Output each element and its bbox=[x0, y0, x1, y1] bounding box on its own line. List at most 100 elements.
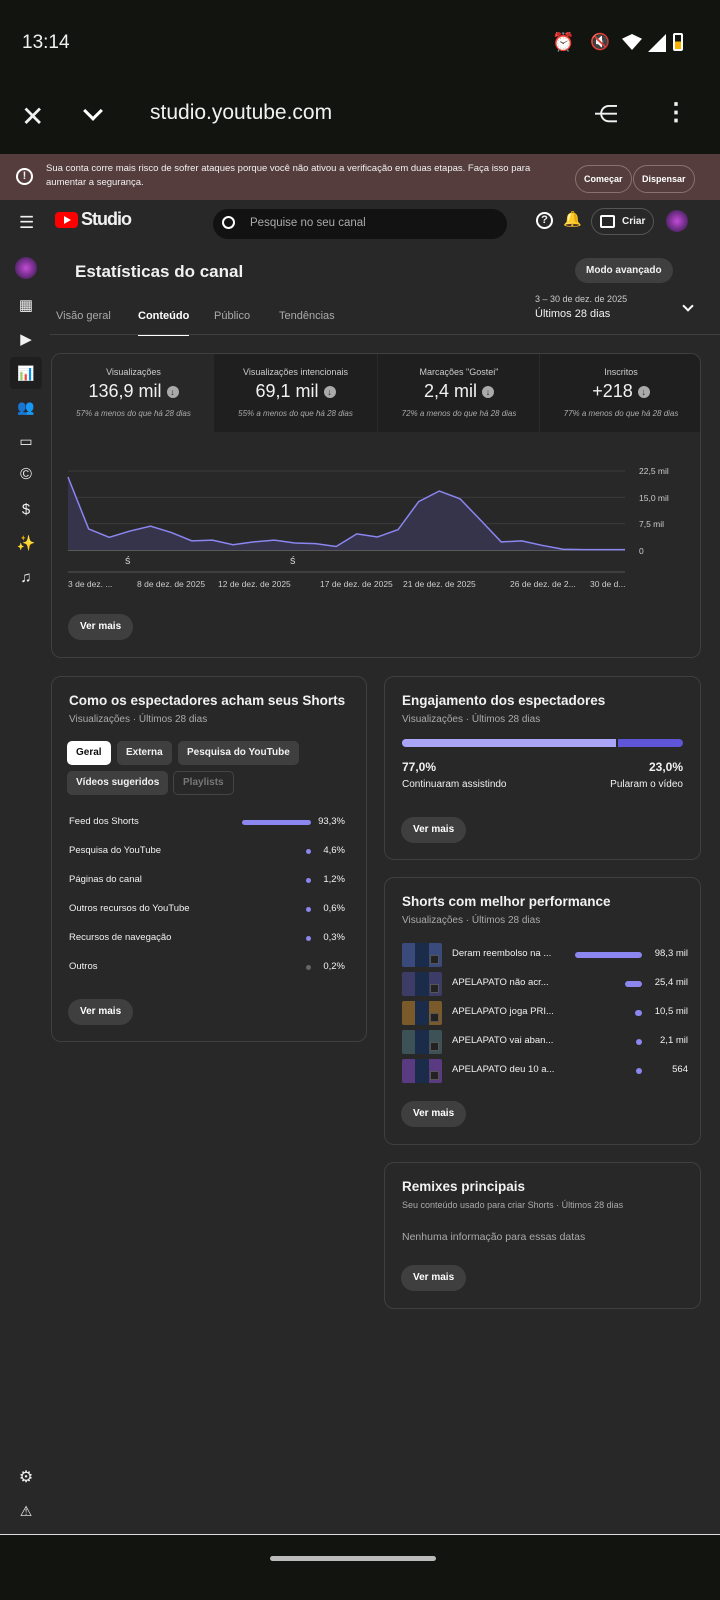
shorts-icon bbox=[430, 1013, 439, 1022]
kept-label: Continuaram assistindo bbox=[402, 779, 507, 790]
top-short-row[interactable]: APELAPATO deu 10 a... 564 bbox=[402, 1059, 688, 1083]
card-subtitle: Visualizações · Últimos 28 dias bbox=[402, 714, 541, 725]
menu-icon[interactable]: ☰ bbox=[19, 213, 35, 232]
tab-overview[interactable]: Visão geral bbox=[56, 310, 111, 322]
kept-watching-fill bbox=[402, 739, 619, 747]
see-more-button[interactable]: Ver mais bbox=[401, 1101, 467, 1127]
copyright-icon[interactable]: © bbox=[20, 466, 32, 483]
source-label: Pesquisa do YouTube bbox=[69, 845, 162, 856]
feedback-icon[interactable]: ⚠ bbox=[19, 1502, 33, 1519]
date-picker[interactable]: 3 – 30 de dez. de 2025 Últimos 28 dias bbox=[535, 294, 627, 320]
empty-state: Nenhuma informação para essas datas bbox=[402, 1231, 586, 1243]
source-bar bbox=[306, 878, 311, 883]
tab-audience[interactable]: Público bbox=[214, 310, 251, 322]
monetization-icon[interactable]: $ bbox=[21, 500, 31, 518]
shorts-marker-icon[interactable]: ś bbox=[125, 555, 131, 567]
community-icon[interactable]: 👥 bbox=[17, 398, 35, 415]
studio-logo[interactable]: Studio bbox=[81, 209, 132, 229]
y-tick: 0 bbox=[639, 546, 644, 556]
shorts-icon bbox=[430, 1071, 439, 1080]
close-icon[interactable]: ✕ bbox=[21, 101, 45, 132]
customization-icon[interactable]: ✨ bbox=[16, 535, 36, 552]
short-thumbnail[interactable] bbox=[402, 1059, 442, 1083]
shorts-marker-icon[interactable]: ś bbox=[290, 555, 296, 567]
short-thumbnail[interactable] bbox=[402, 1001, 442, 1025]
down-arrow-icon: ↓ bbox=[637, 386, 650, 398]
search-input[interactable]: Pesquise no seu canal bbox=[213, 209, 507, 239]
source-label: Outros bbox=[69, 961, 98, 972]
settings-icon[interactable]: ⚙ bbox=[18, 1469, 34, 1486]
see-more-button[interactable]: Ver mais bbox=[68, 614, 134, 640]
see-more-button[interactable]: Ver mais bbox=[68, 999, 134, 1025]
subtitles-icon[interactable]: ▭ bbox=[19, 432, 33, 449]
share-icon[interactable]: ⋲ bbox=[594, 101, 618, 128]
short-thumbnail[interactable] bbox=[402, 1030, 442, 1054]
advanced-mode-button[interactable]: Modo avançado bbox=[575, 258, 673, 283]
card-subtitle: Seu conteúdo usado para criar Shorts · Ú… bbox=[402, 1200, 624, 1210]
dismiss-button[interactable]: Dispensar bbox=[633, 165, 695, 193]
tab-content[interactable]: Conteúdo bbox=[138, 310, 190, 336]
chip-general[interactable]: Geral bbox=[67, 741, 111, 765]
stat-subscribers[interactable]: Inscritos +218 ↓ 77% a menos do que há 28 … bbox=[539, 354, 700, 432]
chip-playlists[interactable]: Playlists bbox=[173, 771, 234, 795]
top-short-row[interactable]: APELAPATO não acr... 25,4 mil bbox=[402, 972, 688, 996]
see-more-button[interactable]: Ver mais bbox=[401, 817, 467, 843]
short-thumbnail[interactable] bbox=[402, 943, 442, 967]
down-arrow-icon: ↓ bbox=[323, 386, 336, 398]
alert-icon: ! bbox=[16, 168, 33, 185]
short-views-bar bbox=[634, 1010, 642, 1016]
top-shorts-card: Shorts com melhor performance Visualizaç… bbox=[384, 877, 701, 1145]
x-tick: 17 de dez. de 2025 bbox=[320, 579, 393, 589]
content-icon[interactable]: ▶ bbox=[20, 331, 32, 348]
card-title: Engajamento dos espectadores bbox=[402, 693, 606, 708]
source-value: 4,6% bbox=[323, 845, 345, 856]
url-text[interactable]: studio.youtube.com bbox=[150, 101, 333, 124]
short-title[interactable]: APELAPATO joga PRI... bbox=[452, 1006, 554, 1017]
chip-suggested-videos[interactable]: Vídeos sugeridos bbox=[67, 771, 169, 795]
x-tick: 12 de dez. de 2025 bbox=[218, 579, 291, 589]
views-area bbox=[68, 476, 625, 550]
create-video-icon bbox=[600, 215, 615, 228]
chip-youtube-search[interactable]: Pesquisa do YouTube bbox=[178, 741, 299, 765]
home-handle[interactable] bbox=[270, 1556, 436, 1561]
bell-icon[interactable]: 🔔 bbox=[563, 211, 582, 228]
views-chart bbox=[67, 470, 626, 573]
search-placeholder: Pesquise no seu canal bbox=[250, 217, 366, 229]
skipped-label: Pularam o vídeo bbox=[610, 779, 683, 790]
start-button[interactable]: Começar bbox=[575, 165, 632, 193]
x-tick: 3 de dez. ... bbox=[68, 579, 113, 589]
y-tick: 15,0 mil bbox=[639, 493, 669, 503]
short-title[interactable]: Deram reembolso na ... bbox=[452, 948, 552, 959]
stat-likes[interactable]: Marcações "Gostei" 2,4 mil ↓ 72% a menos d… bbox=[377, 354, 540, 432]
nav-bar bbox=[0, 1534, 720, 1600]
tab-trends[interactable]: Tendências bbox=[279, 310, 335, 322]
help-icon[interactable]: ? bbox=[536, 212, 553, 229]
views-line bbox=[67, 476, 625, 551]
dashboard-icon[interactable]: ▦ bbox=[18, 297, 34, 314]
more-icon[interactable]: ⋮ bbox=[664, 99, 688, 126]
date-range: 3 – 30 de dez. de 2025 bbox=[535, 294, 628, 304]
audio-library-icon[interactable]: ♫ bbox=[20, 568, 32, 586]
create-button[interactable]: Criar bbox=[591, 208, 654, 235]
channel-avatar[interactable] bbox=[15, 257, 37, 279]
top-short-row[interactable]: APELAPATO joga PRI... 10,5 mil bbox=[402, 1001, 688, 1025]
top-short-row[interactable]: APELAPATO vai aban... 2,1 mil bbox=[402, 1030, 688, 1054]
source-value: 0,6% bbox=[323, 903, 345, 914]
short-title[interactable]: APELAPATO deu 10 a... bbox=[452, 1064, 555, 1075]
short-title[interactable]: APELAPATO não acr... bbox=[452, 977, 549, 988]
skipped-value: 23,0% bbox=[648, 760, 683, 774]
source-bar bbox=[241, 820, 311, 825]
see-more-button[interactable]: Ver mais bbox=[401, 1265, 467, 1291]
analytics-icon[interactable]: 📊 bbox=[10, 357, 42, 389]
traffic-source-row: Páginas do canal 1,2% bbox=[69, 874, 345, 888]
short-views: 98,3 mil bbox=[654, 948, 688, 959]
top-short-row[interactable]: Deram reembolso na ... 98,3 mil bbox=[402, 943, 688, 967]
stat-engaged-views[interactable]: Visualizações intencionais 69,1 mil ↓ 55% … bbox=[214, 354, 377, 432]
avatar[interactable] bbox=[666, 210, 688, 232]
chip-external[interactable]: Externa bbox=[117, 741, 172, 765]
youtube-logo-icon[interactable] bbox=[55, 212, 78, 228]
short-title[interactable]: APELAPATO vai aban... bbox=[452, 1035, 554, 1046]
stat-views[interactable]: Visualizações 136,9 mil ↓ 57% a menos do q… bbox=[52, 354, 215, 432]
short-thumbnail[interactable] bbox=[402, 972, 442, 996]
engagement-card: Engajamento dos espectadores Visualizaçõ… bbox=[384, 676, 701, 860]
